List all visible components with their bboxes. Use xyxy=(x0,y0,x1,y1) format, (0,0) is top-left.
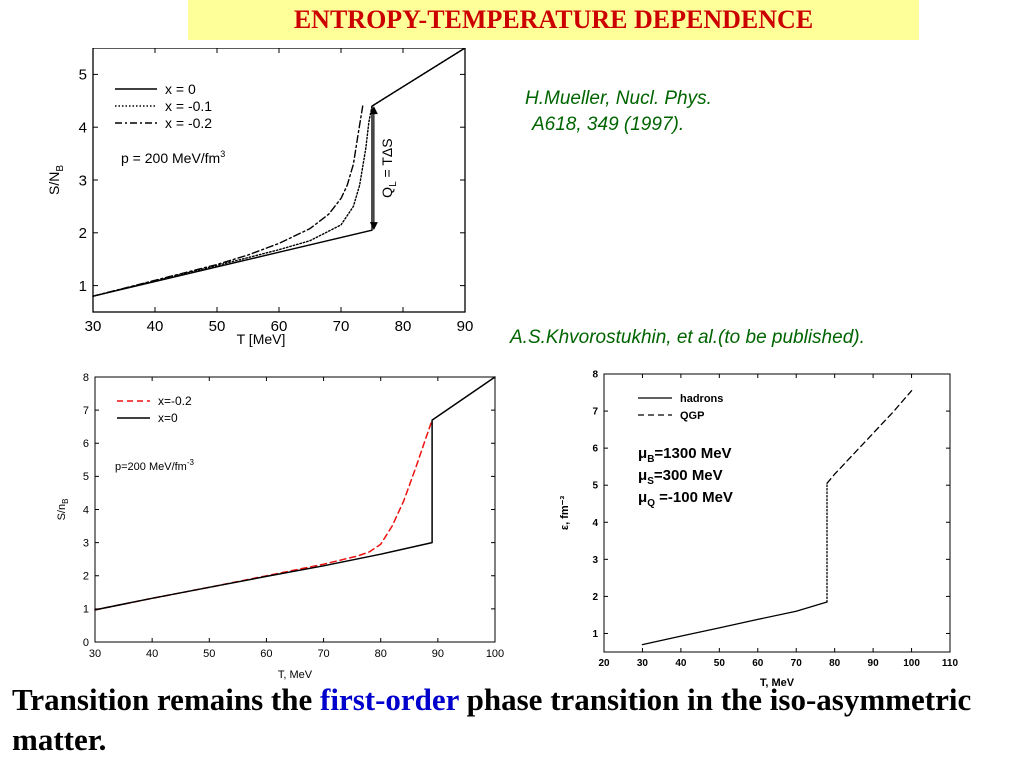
x-tick-label: 100 xyxy=(903,658,920,669)
y-tick-label: 8 xyxy=(83,372,89,384)
chemical-potential-annotation: μQ =-100 MeV xyxy=(638,489,733,509)
x-tick-label: 70 xyxy=(333,318,350,335)
series-line-0 xyxy=(94,419,433,611)
series-line-0 xyxy=(641,601,828,646)
series-line-0 xyxy=(92,48,466,297)
x-tick-label: 40 xyxy=(675,658,687,669)
series-line-2 xyxy=(92,105,364,297)
conclusion-highlight: first-order xyxy=(320,682,459,717)
khvorostukhin-entropy-chart: 30 40 50 60 70 80 90 100 0 1 2 3 4 5 6 7 8 T, MeV S/nB x=-0… xyxy=(55,370,515,682)
x-tick-label: 20 xyxy=(598,658,610,669)
x-tick-label: 90 xyxy=(457,318,474,335)
x-tick-label: 90 xyxy=(432,648,444,660)
series-line-1 xyxy=(92,48,466,297)
x-tick-label: 50 xyxy=(714,658,726,669)
legend-label: hadrons xyxy=(680,393,723,405)
conclusion-text: Transition remains the first-order phase… xyxy=(12,680,1012,760)
x-tick-label: 80 xyxy=(375,648,387,660)
y-tick-label: 4 xyxy=(79,119,87,136)
y-tick-label: 1 xyxy=(83,604,89,616)
legend-label: x=-0.2 xyxy=(158,394,192,408)
x-tick-label: 30 xyxy=(89,648,101,660)
y-tick-label: 3 xyxy=(592,555,598,566)
page-title: ENTROPY-TEMPERATURE DEPENDENCE xyxy=(293,5,814,34)
y-tick-label: 4 xyxy=(83,504,89,516)
x-tick-label: 70 xyxy=(317,648,329,660)
x-tick-label: 70 xyxy=(791,658,803,669)
y-tick-label: 7 xyxy=(592,407,598,418)
x-tick-label: 30 xyxy=(637,658,649,669)
legend-label: x=0 xyxy=(158,411,178,425)
x-axis-label: T, MeV xyxy=(278,669,313,681)
x-tick-label: 50 xyxy=(203,648,215,660)
x-tick-label: 60 xyxy=(260,648,272,660)
series-line-1 xyxy=(826,390,913,484)
khvorostukhin-energy-density-chart: 20 30 40 50 60 70 80 90 100 110 1 2 3 4 5 6 7 8 T, MeV ε, f… xyxy=(548,368,968,690)
conclusion-part2: phase transition in the iso-asymmetric m… xyxy=(12,682,972,757)
y-axis-label: S/NB xyxy=(46,165,66,195)
y-tick-label: 6 xyxy=(592,444,598,455)
series-line-1 xyxy=(94,376,496,611)
x-tick-label: 90 xyxy=(868,658,880,669)
legend-label: x = -0.1 xyxy=(165,98,212,114)
x-tick-label: 110 xyxy=(942,658,959,669)
x-axis-label: T [MeV] xyxy=(237,331,286,347)
y-tick-label: 1 xyxy=(79,278,87,295)
y-tick-label: 5 xyxy=(79,67,87,84)
y-tick-label: 0 xyxy=(83,637,89,649)
y-axis-label: S/nB xyxy=(56,499,70,521)
x-tick-label: 40 xyxy=(147,318,164,335)
legend-label: x = 0 xyxy=(165,81,196,97)
x-tick-label: 60 xyxy=(752,658,764,669)
y-tick-label: 5 xyxy=(83,471,89,483)
x-tick-label: 60 xyxy=(271,318,288,335)
reference-mueller-line1: H.Mueller, Nucl. Phys. xyxy=(525,88,712,109)
x-tick-label: 100 xyxy=(486,648,504,660)
arrow-head-down xyxy=(369,222,378,231)
plot-frame xyxy=(94,376,496,643)
y-tick-label: 6 xyxy=(83,438,89,450)
y-tick-label: 8 xyxy=(592,370,598,381)
y-tick-label: 2 xyxy=(592,592,598,603)
x-tick-label: 30 xyxy=(85,318,102,335)
y-axis-label: ε, fm⁻³ xyxy=(559,496,571,531)
pressure-annotation: p=200 MeV/fm-3 xyxy=(115,458,195,473)
plot-frame xyxy=(603,373,951,653)
y-tick-label: 2 xyxy=(83,571,89,583)
legend-label: QGP xyxy=(680,410,704,422)
x-tick-label: 40 xyxy=(146,648,158,660)
x-tick-label: 80 xyxy=(395,318,412,335)
reference-mueller-line2: A618, 349 (1997). xyxy=(532,114,685,135)
y-tick-label: 4 xyxy=(592,518,598,529)
chemical-potential-annotation: μB=1300 MeV xyxy=(638,445,732,465)
plot-frame xyxy=(92,48,466,313)
pressure-annotation: p = 200 MeV/fm3 xyxy=(121,149,225,166)
y-tick-label: 3 xyxy=(83,537,89,549)
arrow-head-up xyxy=(369,106,378,115)
y-tick-label: 3 xyxy=(79,172,87,189)
reference-khvorostukhin: A.S.Khvorostukhin, et al.(to be publishe… xyxy=(510,327,865,348)
x-axis-label: T, MeV xyxy=(760,677,795,689)
y-tick-label: 1 xyxy=(592,629,598,640)
y-tick-label: 2 xyxy=(79,225,87,242)
title-banner: ENTROPY-TEMPERATURE DEPENDENCE xyxy=(188,0,919,40)
chemical-potential-annotation: μS=300 MeV xyxy=(638,467,723,487)
latent-heat-label: QL = TΔS xyxy=(379,138,399,197)
legend-label: x = -0.2 xyxy=(165,115,212,131)
y-tick-label: 5 xyxy=(592,481,598,492)
x-tick-label: 80 xyxy=(829,658,841,669)
chart-svg: 30 40 50 60 70 80 90 100 0 1 2 3 4 5 6 7 8 T, MeV S/nB x=-0… xyxy=(56,372,504,681)
x-tick-label: 50 xyxy=(209,318,226,335)
y-tick-label: 7 xyxy=(83,405,89,417)
conclusion-part1: Transition remains the xyxy=(12,682,321,717)
chart-svg: 20 30 40 50 60 70 80 90 100 110 1 2 3 4 5 6 7 8 T, MeV ε, f… xyxy=(559,370,959,690)
